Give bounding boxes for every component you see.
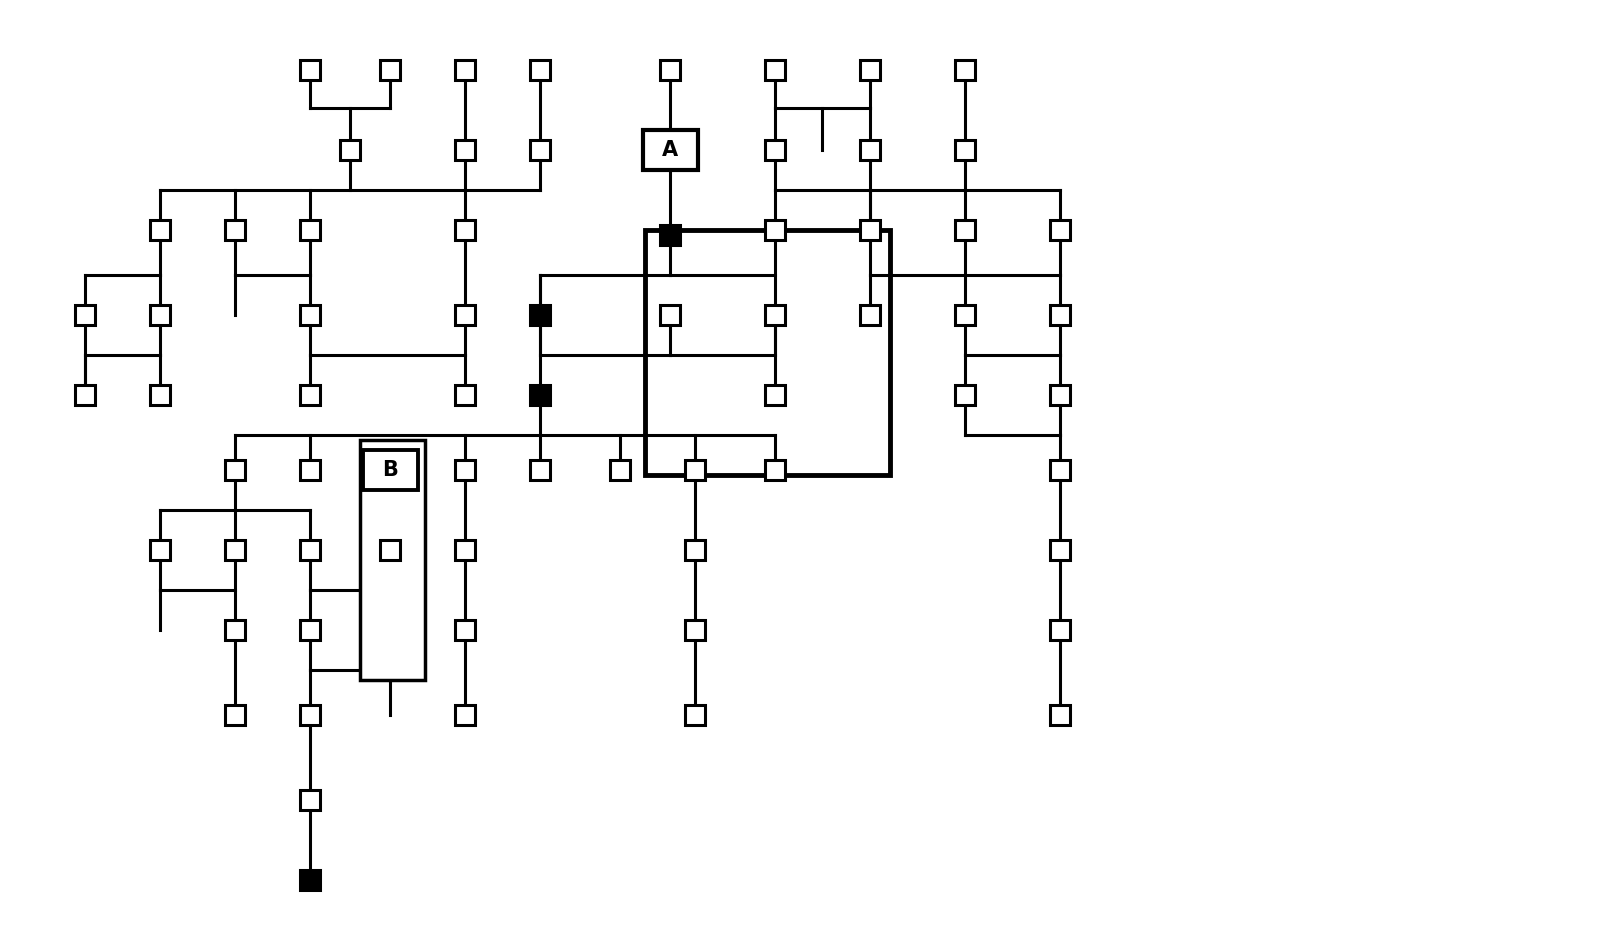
- Bar: [860, 60, 880, 80]
- Bar: [75, 305, 95, 325]
- Bar: [454, 385, 475, 405]
- Bar: [860, 305, 880, 325]
- Bar: [300, 540, 319, 560]
- Text: B: B: [382, 460, 398, 480]
- Bar: [955, 60, 974, 80]
- Bar: [380, 60, 400, 80]
- Bar: [300, 790, 319, 810]
- Bar: [1050, 385, 1071, 405]
- Bar: [766, 220, 785, 240]
- Bar: [1050, 220, 1071, 240]
- Bar: [685, 620, 705, 640]
- Bar: [225, 620, 246, 640]
- Bar: [300, 305, 319, 325]
- Bar: [300, 705, 319, 725]
- Bar: [300, 460, 319, 480]
- Bar: [225, 460, 246, 480]
- Bar: [454, 140, 475, 160]
- Bar: [454, 620, 475, 640]
- Bar: [454, 60, 475, 80]
- Bar: [766, 460, 785, 480]
- Bar: [642, 130, 698, 170]
- Bar: [454, 220, 475, 240]
- Bar: [149, 305, 170, 325]
- Bar: [955, 305, 974, 325]
- Bar: [660, 305, 681, 325]
- Bar: [1050, 620, 1071, 640]
- Bar: [300, 620, 319, 640]
- Bar: [860, 220, 880, 240]
- Bar: [1050, 540, 1071, 560]
- Bar: [149, 540, 170, 560]
- Bar: [530, 460, 551, 480]
- Bar: [380, 540, 400, 560]
- Bar: [149, 220, 170, 240]
- Bar: [363, 450, 417, 490]
- Bar: [300, 220, 319, 240]
- Bar: [645, 230, 891, 475]
- Bar: [660, 60, 681, 80]
- Bar: [530, 140, 551, 160]
- Bar: [1050, 305, 1071, 325]
- Bar: [300, 870, 319, 890]
- Bar: [530, 385, 551, 405]
- Bar: [75, 385, 95, 405]
- Bar: [225, 705, 246, 725]
- Bar: [340, 140, 360, 160]
- Bar: [685, 705, 705, 725]
- Bar: [530, 305, 551, 325]
- Bar: [300, 385, 319, 405]
- Bar: [225, 540, 246, 560]
- Bar: [149, 385, 170, 405]
- Bar: [766, 305, 785, 325]
- Bar: [530, 60, 551, 80]
- Bar: [300, 60, 319, 80]
- Bar: [454, 540, 475, 560]
- Bar: [860, 140, 880, 160]
- Bar: [454, 460, 475, 480]
- Bar: [685, 540, 705, 560]
- Bar: [225, 220, 246, 240]
- Bar: [955, 385, 974, 405]
- Bar: [955, 140, 974, 160]
- Bar: [454, 705, 475, 725]
- Text: A: A: [661, 140, 677, 160]
- Bar: [766, 60, 785, 80]
- Bar: [660, 225, 681, 245]
- Bar: [766, 385, 785, 405]
- Bar: [360, 440, 425, 680]
- Bar: [1050, 705, 1071, 725]
- Bar: [955, 220, 974, 240]
- Bar: [1050, 460, 1071, 480]
- Bar: [454, 305, 475, 325]
- Bar: [766, 140, 785, 160]
- Bar: [685, 460, 705, 480]
- Bar: [610, 460, 631, 480]
